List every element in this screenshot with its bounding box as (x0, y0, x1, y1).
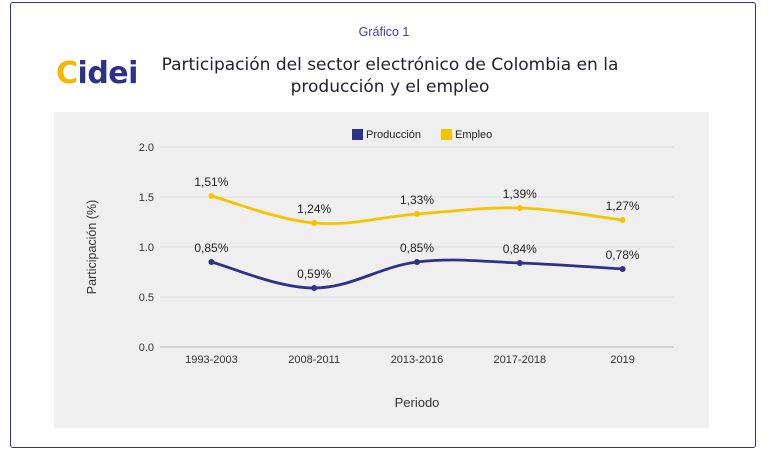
logo-mark: C (56, 56, 78, 91)
data-point (414, 211, 420, 217)
y-axis-label: Participación (%) (85, 200, 99, 294)
data-label: 1,39% (503, 187, 537, 201)
series-lines (208, 193, 626, 291)
chart-panel: Producción Empleo 0.0 0.5 1.0 1.5 2.0 1993-20… (54, 112, 709, 428)
line-chart: Producción Empleo 0.0 0.5 1.0 1.5 2.0 1993-20… (85, 129, 674, 410)
y-axis: 0.0 0.5 1.0 1.5 2.0 (139, 142, 154, 354)
data-label: 1,27% (606, 199, 640, 213)
data-label: 0,78% (606, 248, 640, 262)
data-point (619, 266, 626, 272)
data-label: 1,33% (400, 193, 434, 207)
data-point (516, 205, 523, 211)
y-tick-label: 2.0 (139, 142, 154, 154)
data-label: 1,51% (194, 175, 228, 189)
legend: Producción Empleo (352, 129, 492, 141)
chart-title: Participación del sector electrónico de … (161, 55, 619, 97)
data-point (311, 285, 318, 291)
legend-swatch (352, 129, 363, 140)
data-label: 0,59% (297, 267, 331, 281)
y-tick-label: 1.0 (139, 242, 154, 254)
x-tick-label: 2017-2018 (493, 354, 546, 366)
data-point (516, 260, 523, 266)
data-point (414, 259, 420, 265)
x-tick-label: 1993-2003 (185, 354, 238, 366)
x-axis: 1993-2003 2008-2011 2013-2016 2017-2018 2019 (185, 354, 635, 366)
legend-label: Empleo (455, 129, 492, 141)
data-label: 0,84% (503, 242, 537, 256)
legend-label: Producción (366, 129, 421, 141)
grid (160, 146, 674, 348)
data-label: 0,85% (194, 241, 228, 255)
data-labels: 0,85% 0,59% 0,85% 0,84% 0,78% 1,51% 1,24% 1,33%… (194, 175, 640, 281)
data-point (208, 259, 215, 265)
y-tick-label: 0.0 (139, 342, 154, 354)
figure-caption: Gráfico 1 (358, 25, 410, 39)
x-tick-label: 2008-2011 (288, 354, 340, 366)
logo-text: idei (77, 56, 139, 91)
cidei-logo: Cidei (56, 56, 138, 91)
y-tick-label: 1.5 (139, 192, 154, 204)
x-tick-label: 2019 (610, 354, 634, 366)
legend-swatch (441, 129, 452, 140)
data-point (208, 193, 215, 199)
data-point (311, 220, 318, 226)
data-point (619, 217, 626, 223)
x-tick-label: 2013-2016 (391, 354, 444, 366)
x-axis-label: Periodo (395, 395, 440, 410)
y-tick-label: 0.5 (139, 292, 154, 304)
data-label: 0,85% (400, 241, 434, 255)
data-label: 1,24% (297, 202, 331, 216)
